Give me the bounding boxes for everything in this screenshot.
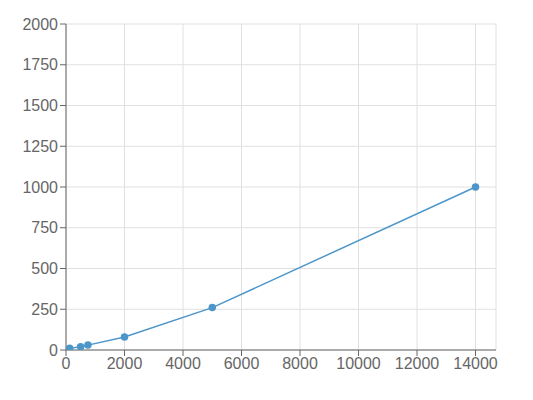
- svg-text:1750: 1750: [22, 56, 58, 73]
- svg-text:14000: 14000: [453, 355, 498, 372]
- svg-text:8000: 8000: [282, 355, 318, 372]
- svg-text:0: 0: [49, 342, 58, 359]
- svg-text:2000: 2000: [22, 16, 58, 33]
- svg-text:12000: 12000: [395, 355, 440, 372]
- svg-text:0: 0: [62, 355, 71, 372]
- svg-text:1250: 1250: [22, 138, 58, 155]
- svg-text:1000: 1000: [22, 179, 58, 196]
- svg-text:2000: 2000: [107, 355, 143, 372]
- svg-text:4000: 4000: [165, 355, 201, 372]
- svg-text:6000: 6000: [224, 355, 260, 372]
- svg-text:250: 250: [31, 301, 58, 318]
- svg-text:500: 500: [31, 260, 58, 277]
- svg-text:10000: 10000: [336, 355, 381, 372]
- svg-text:1500: 1500: [22, 97, 58, 114]
- svg-text:750: 750: [31, 219, 58, 236]
